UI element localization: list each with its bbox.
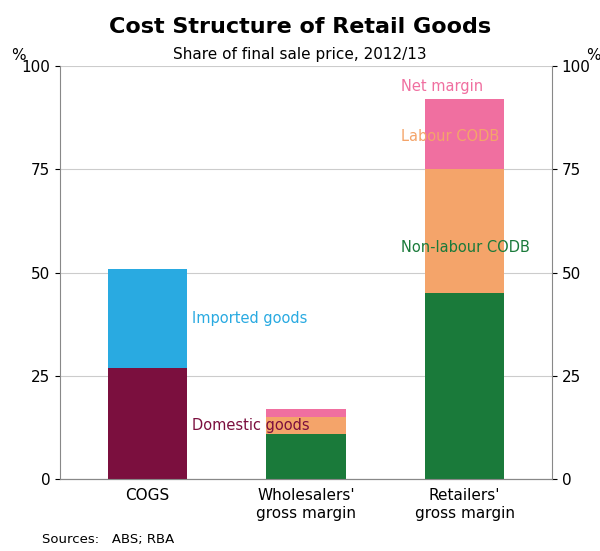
Bar <box>425 99 505 170</box>
Bar <box>107 268 187 368</box>
Text: Share of final sale price, 2012/13: Share of final sale price, 2012/13 <box>173 47 427 62</box>
Bar <box>107 368 187 479</box>
Text: Imported goods: Imported goods <box>192 311 307 326</box>
Text: Domestic goods: Domestic goods <box>192 418 310 433</box>
Text: Labour CODB: Labour CODB <box>401 129 499 144</box>
Text: Net margin: Net margin <box>401 79 484 94</box>
Text: Cost Structure of Retail Goods: Cost Structure of Retail Goods <box>109 17 491 36</box>
Text: %: % <box>587 48 600 63</box>
Bar <box>266 434 346 479</box>
Bar <box>425 294 505 479</box>
Text: Sources:   ABS; RBA: Sources: ABS; RBA <box>42 533 174 545</box>
Bar <box>425 170 505 294</box>
Bar <box>266 418 346 434</box>
Bar <box>266 409 346 418</box>
Text: Non-labour CODB: Non-labour CODB <box>401 240 530 256</box>
Text: %: % <box>11 48 25 63</box>
